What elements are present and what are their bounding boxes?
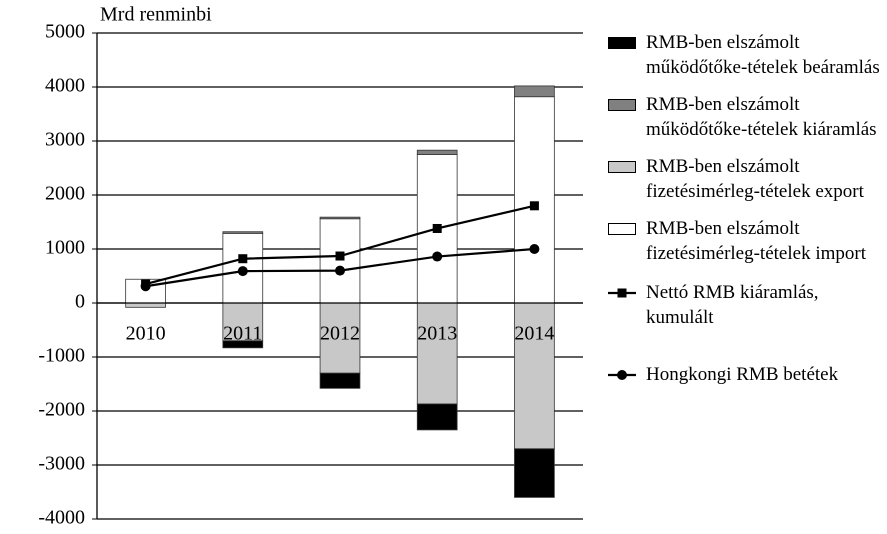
point (335, 265, 345, 276)
y-tick-label: 4000 (45, 75, 85, 97)
point (432, 223, 442, 233)
bar (319, 216, 361, 220)
legend-item: Nettó RMB kiáramlás, kumulált (606, 280, 882, 330)
bar (222, 302, 264, 342)
y-tick-label: -3000 (38, 453, 85, 475)
y-tick-label: 3000 (45, 129, 85, 151)
legend-swatch (608, 161, 636, 173)
point (238, 254, 248, 264)
legend-swatch (608, 37, 636, 49)
bar (222, 340, 264, 349)
point (140, 281, 151, 292)
x-tick-label: 2014 (514, 323, 554, 345)
x-tick-label: 2013 (417, 323, 457, 345)
y-tick-label: 2000 (45, 183, 85, 205)
legend-marker (617, 288, 627, 298)
y-tick-label: -4000 (38, 507, 85, 529)
point (529, 201, 539, 211)
bar (416, 403, 458, 431)
bar (319, 218, 361, 304)
bar (514, 96, 555, 304)
bar (514, 448, 555, 498)
bar (416, 302, 458, 405)
point (237, 266, 248, 277)
legend-label: Hongkongi RMB betétek (646, 364, 839, 385)
y-tick-label: 0 (75, 291, 85, 313)
y-tick-label: 5000 (45, 21, 85, 43)
legend-label: RMB-ben elszámolt fizetésimérleg-tételek… (646, 218, 866, 264)
legend-label: Nettó RMB kiáramlás, kumulált (646, 282, 819, 328)
legend-swatch (608, 99, 636, 111)
legend-swatch (608, 288, 636, 298)
x-tick-label: 2012 (320, 323, 360, 345)
y-tick-label: -1000 (38, 345, 85, 367)
point (529, 244, 540, 254)
legend-item: RMB-ben elszámolt fizetésimérleg-tételek… (606, 154, 882, 204)
bar (319, 302, 361, 374)
legend-label: RMB-ben elszámolt működőtőke-tételek beá… (646, 32, 880, 78)
x-tick-label: 2010 (126, 323, 166, 345)
legend-item: RMB-ben elszámolt fizetésimérleg-tételek… (606, 216, 882, 266)
legend: RMB-ben elszámolt működőtőke-tételek beá… (606, 30, 882, 387)
y-axis-label: Mrd renminbi (100, 4, 212, 26)
legend-label: RMB-ben elszámolt működőtőke-tételek kiá… (646, 94, 877, 140)
y-tick-label: 1000 (45, 237, 85, 259)
bar (319, 372, 361, 389)
legend-item: RMB-ben elszámolt működőtőke-tételek kiá… (606, 92, 882, 142)
x-tick-label: 2011 (223, 323, 262, 345)
chart: Mrd renminbi -4000 -3000 -2000 -1000 0 1000 20… (38, 4, 583, 529)
legend-marker (617, 370, 627, 380)
point (335, 251, 345, 261)
legend-item: Hongkongi RMB betétek (606, 362, 882, 387)
bar (416, 149, 458, 155)
bar (514, 85, 555, 98)
y-tick-label: -2000 (38, 399, 85, 421)
legend-swatch (608, 370, 636, 380)
legend-swatch (608, 223, 636, 235)
point (432, 251, 443, 262)
bar (514, 302, 555, 450)
bar (222, 231, 264, 234)
legend-label: RMB-ben elszámolt fizetésimérleg-tételek… (646, 156, 864, 202)
legend-item: RMB-ben elszámolt működőtőke-tételek beá… (606, 30, 882, 80)
